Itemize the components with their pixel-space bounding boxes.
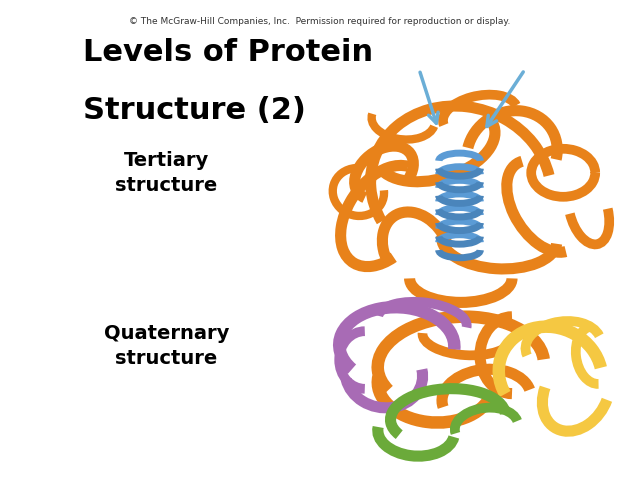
Text: Quaternary
structure: Quaternary structure (104, 324, 229, 368)
Text: Tertiary
structure: Tertiary structure (115, 151, 218, 195)
Text: Levels of Protein: Levels of Protein (83, 38, 373, 67)
Text: Structure (2): Structure (2) (83, 96, 306, 125)
Text: © The McGraw-Hill Companies, Inc.  Permission required for reproduction or displ: © The McGraw-Hill Companies, Inc. Permis… (129, 17, 511, 26)
